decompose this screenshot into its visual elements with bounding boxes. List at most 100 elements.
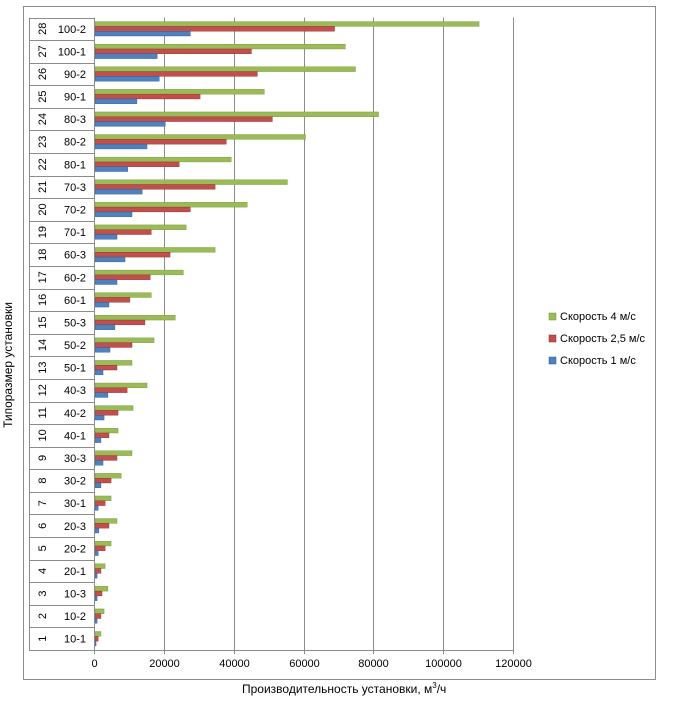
bar <box>94 292 152 298</box>
category-number: 22 <box>37 158 49 170</box>
bar <box>94 161 180 167</box>
bar <box>94 297 131 303</box>
category-number: 23 <box>37 136 49 148</box>
category-number: 1 <box>37 636 49 642</box>
category-label: 90-2 <box>64 69 86 81</box>
bar <box>94 527 100 534</box>
category-number: 16 <box>37 294 49 306</box>
legend-swatch <box>548 356 557 365</box>
category-label: 10-1 <box>64 634 86 646</box>
bar <box>94 455 118 461</box>
bar <box>94 66 356 72</box>
category-label: 60-1 <box>64 295 86 307</box>
bar <box>94 450 133 456</box>
bar <box>94 48 252 54</box>
bar <box>94 76 160 82</box>
category-label: 80-1 <box>64 159 86 171</box>
x-axis-title-tail: /ч <box>437 682 447 696</box>
category-number: 25 <box>37 90 49 102</box>
bar <box>94 518 118 524</box>
x-tick-label: 40000 <box>219 658 250 670</box>
category-label: 80-2 <box>64 137 86 149</box>
bar <box>94 631 102 637</box>
category-number: 17 <box>37 271 49 283</box>
bar <box>94 473 122 479</box>
bar <box>94 256 126 263</box>
bar <box>94 143 148 150</box>
legend-swatch <box>548 334 557 343</box>
category-label: 60-3 <box>64 250 86 262</box>
bar <box>94 482 102 488</box>
bar <box>94 460 104 466</box>
bar <box>94 252 171 258</box>
bar <box>94 279 118 285</box>
bar <box>94 189 143 195</box>
bar <box>94 636 99 642</box>
category-number: 24 <box>37 113 49 125</box>
bar <box>94 234 118 240</box>
category-label: 40-2 <box>64 408 86 420</box>
category-number: 27 <box>37 45 49 57</box>
category-number: 15 <box>37 316 49 328</box>
bar <box>94 369 104 376</box>
bar <box>94 121 166 127</box>
bar <box>94 274 151 280</box>
category-label: 20-3 <box>64 521 86 533</box>
bar <box>94 342 133 348</box>
category-number: 21 <box>37 181 49 193</box>
bar <box>94 247 216 253</box>
category-label: 30-3 <box>64 453 86 465</box>
category-label: 70-2 <box>64 205 86 217</box>
bar <box>94 269 184 276</box>
category-number: 8 <box>37 478 49 484</box>
category-label: 40-3 <box>64 385 86 397</box>
bar <box>94 618 98 624</box>
bar <box>94 550 99 556</box>
category-number: 3 <box>37 590 49 596</box>
bar <box>94 202 248 208</box>
bar <box>94 437 102 443</box>
bar <box>94 415 105 421</box>
bar <box>94 179 288 185</box>
category-label: 90-1 <box>64 92 86 104</box>
bar <box>94 382 148 389</box>
bar <box>94 495 112 501</box>
bar <box>94 586 109 592</box>
x-tick-label: 120000 <box>495 658 532 670</box>
x-tick-label: 60000 <box>289 658 320 670</box>
category-number: 26 <box>37 68 49 80</box>
category-label: 30-1 <box>64 498 86 510</box>
category-label: 70-3 <box>64 182 86 194</box>
bar <box>94 229 152 235</box>
category-label: 100-1 <box>58 46 86 58</box>
bar <box>94 392 109 398</box>
category-number: 7 <box>37 500 49 506</box>
bar <box>94 43 346 50</box>
bar <box>94 315 176 321</box>
x-tick-label: 80000 <box>358 658 389 670</box>
legend-label: Скорость 4 м/с <box>560 311 636 323</box>
bar <box>94 540 112 547</box>
bar <box>94 573 98 579</box>
bar <box>94 89 265 95</box>
bar <box>94 365 118 371</box>
category-label: 10-2 <box>64 611 86 623</box>
category-label: 20-1 <box>64 566 86 578</box>
category-label: 50-1 <box>64 363 86 375</box>
category-number: 18 <box>37 249 49 261</box>
category-label: 50-3 <box>64 317 86 329</box>
legend: Скорость 4 м/с Скорость 2,5 м/с Скорость 1… <box>548 311 646 367</box>
category-number: 6 <box>37 523 49 529</box>
category-number: 14 <box>37 339 49 351</box>
x-axis-title-main: Производительность установки, м <box>242 682 432 696</box>
category-number: 12 <box>37 384 49 396</box>
category-number: 28 <box>37 23 49 35</box>
category-label: 80-3 <box>64 114 86 126</box>
bar <box>94 505 99 511</box>
x-axis-title: Производительность установки, м3/ч <box>242 681 446 696</box>
legend-label: Скорость 1 м/с <box>560 355 636 367</box>
category-number: 11 <box>37 407 49 418</box>
gridlines <box>164 17 514 650</box>
bar <box>94 324 116 330</box>
bar <box>94 608 105 614</box>
